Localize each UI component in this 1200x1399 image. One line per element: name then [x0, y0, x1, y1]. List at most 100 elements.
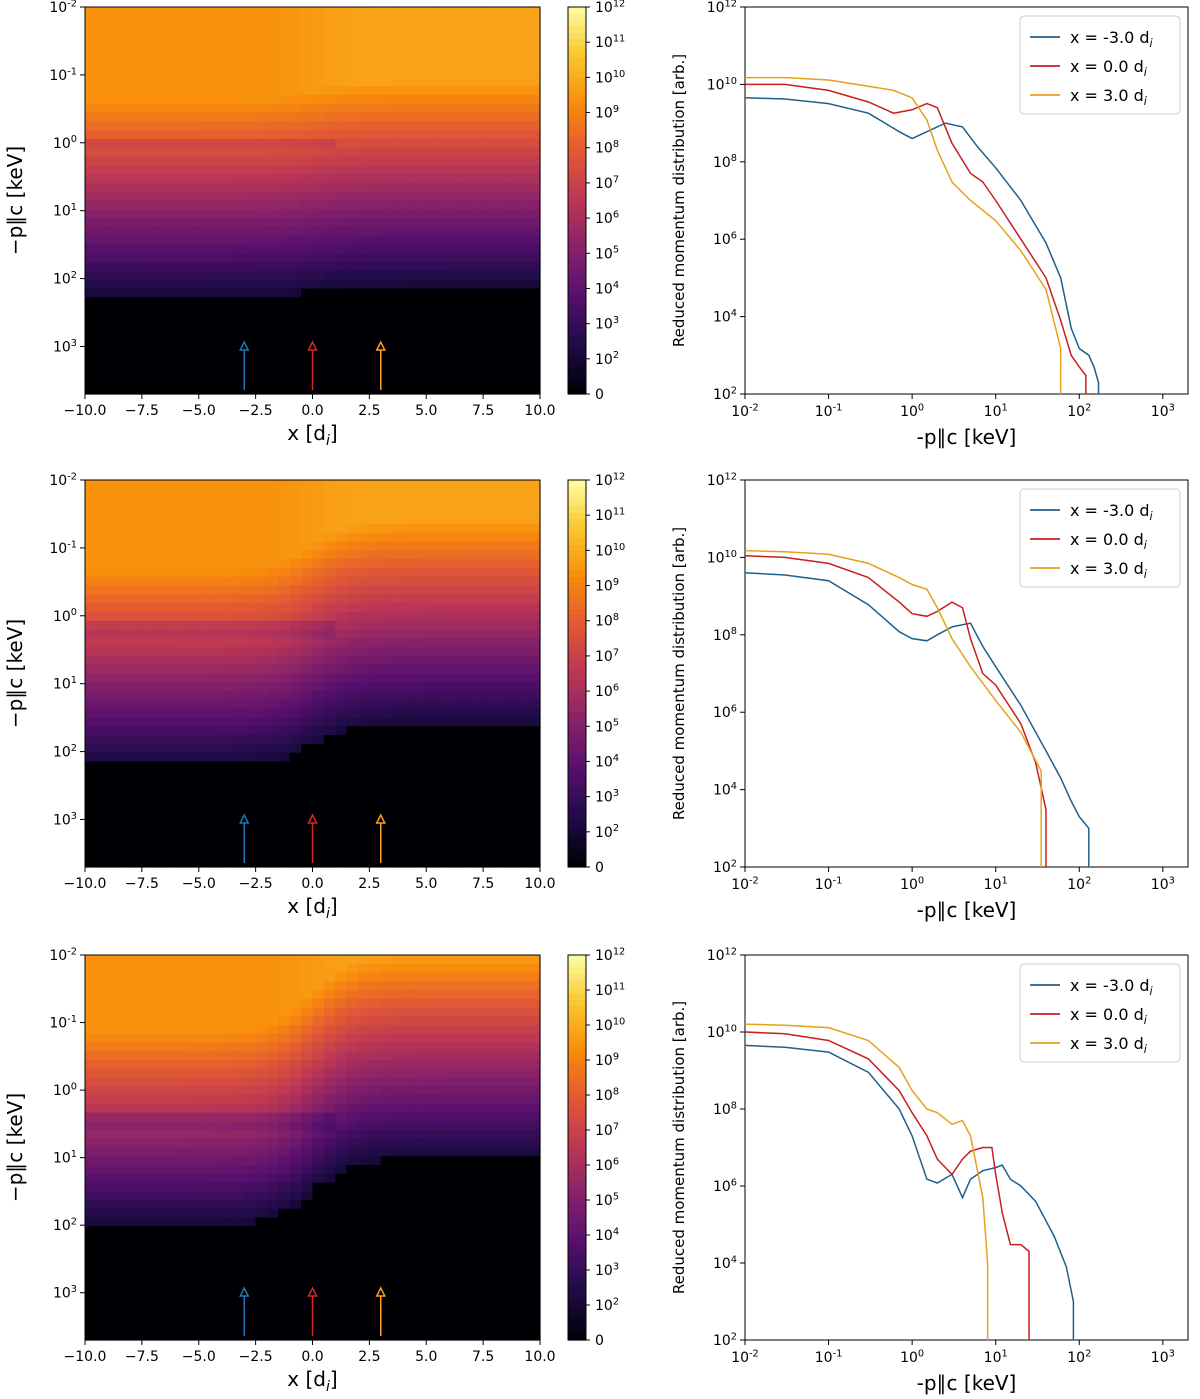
heatmap-cell [323, 532, 336, 543]
heatmap-cell [471, 682, 484, 692]
heatmap-cell [107, 279, 120, 290]
heatmap-cell [323, 1270, 336, 1280]
heatmap-cell [380, 200, 393, 210]
heatmap-cell [517, 585, 530, 595]
heatmap-cell [187, 147, 200, 158]
heatmap-cell [244, 297, 257, 307]
heatmap-cell [130, 288, 143, 298]
heatmap-cell [369, 770, 382, 780]
colorbar-cell [568, 19, 586, 27]
heatmap-cell [176, 1068, 188, 1079]
heatmap-cell [244, 1130, 257, 1140]
heatmap-cell [335, 779, 348, 789]
heatmap-cell [221, 1112, 234, 1122]
heatmap-cell [198, 42, 211, 52]
heatmap-cell [449, 367, 461, 378]
heatmap-cell [210, 497, 223, 507]
heatmap-cell [107, 743, 120, 754]
heatmap-cell [426, 15, 439, 26]
heatmap-cell [232, 515, 245, 525]
heatmap-cell [358, 7, 370, 17]
heatmap-cell [244, 367, 257, 378]
heatmap-cell [426, 121, 439, 131]
heatmap-cell [141, 523, 154, 534]
heatmap-cell [323, 488, 336, 499]
heatmap-cell [153, 376, 166, 386]
heatmap-cell [528, 611, 541, 622]
heatmap-cell [483, 858, 496, 868]
heatmap-cell [130, 1305, 143, 1315]
heatmap-cell [460, 165, 473, 175]
heatmap-cell [505, 532, 518, 543]
heatmap-cell [437, 253, 450, 263]
heatmap-cell [437, 33, 450, 43]
heatmap-cell [221, 576, 234, 587]
heatmap-cell [494, 297, 507, 307]
heatmap-cell [528, 497, 541, 507]
heatmap-cell [392, 717, 405, 727]
heatmap-cell [403, 647, 416, 657]
heatmap-cell [232, 629, 245, 639]
heatmap-cell [505, 506, 518, 516]
heatmap-cell [278, 1042, 291, 1052]
heatmap-cell [107, 1095, 120, 1105]
heatmap-cell [119, 77, 132, 87]
heatmap-cell [85, 488, 97, 499]
heatmap-cell [414, 708, 427, 719]
heatmap-cell [312, 1287, 325, 1297]
heatmap-cell [380, 156, 393, 166]
heatmap-cell [96, 770, 109, 780]
heatmap-cell [107, 567, 120, 578]
heatmap-cell [119, 647, 132, 657]
heatmap-cell [278, 1278, 291, 1289]
arrow-head [375, 340, 386, 351]
heatmap-cell [289, 981, 302, 991]
heatmap-cell [153, 1156, 166, 1166]
heatmap-cell [483, 94, 496, 105]
colorbar-cell [568, 32, 586, 40]
heatmap-cell [176, 244, 188, 254]
heatmap-cell [414, 735, 427, 745]
heatmap-cell [221, 332, 234, 342]
heatmap-cell [96, 147, 109, 158]
y-tick-label: 10-2 [49, 0, 77, 16]
heatmap-cell [232, 567, 245, 578]
heatmap-cell [289, 594, 302, 604]
heatmap-cell [494, 50, 507, 61]
heatmap-cell [471, 779, 484, 789]
heatmap-cell [505, 130, 518, 140]
heatmap-cell [107, 735, 120, 745]
heatmap-cell [517, 638, 530, 648]
heatmap-cell [494, 130, 507, 140]
heatmap-cell [85, 840, 97, 851]
heatmap-cell [335, 1042, 348, 1052]
heatmap-cell [107, 1270, 120, 1280]
heatmap-cell [164, 497, 177, 507]
colorbar-cell [568, 161, 586, 169]
heatmap-cell [528, 761, 541, 771]
heatmap-cell [323, 297, 336, 307]
colorbar-cell [568, 123, 586, 131]
heatmap-cell [437, 699, 450, 710]
heatmap-cell [528, 130, 541, 140]
heatmap-cell [119, 235, 132, 246]
heatmap-cell [289, 1243, 302, 1254]
heatmap-cell [107, 1007, 120, 1017]
heatmap-cell [312, 638, 325, 648]
heatmap-cell [380, 103, 393, 114]
heatmap-cell [255, 235, 268, 246]
heatmap-cell [187, 611, 200, 622]
heatmap-cell [96, 717, 109, 727]
colorbar-cell [568, 355, 586, 363]
heatmap-cell [210, 858, 223, 868]
heatmap-cell [528, 376, 541, 386]
heatmap-cell [323, 1331, 336, 1341]
heatmap-cell [85, 752, 97, 763]
heatmap-cell [210, 235, 223, 246]
heatmap-cell [141, 1313, 154, 1324]
heatmap-cell [323, 567, 336, 578]
legend-label: x = 3.0 di [1070, 559, 1148, 581]
heatmap-cell [449, 699, 461, 710]
heatmap-cell [460, 156, 473, 166]
heatmap-cell [289, 629, 302, 639]
